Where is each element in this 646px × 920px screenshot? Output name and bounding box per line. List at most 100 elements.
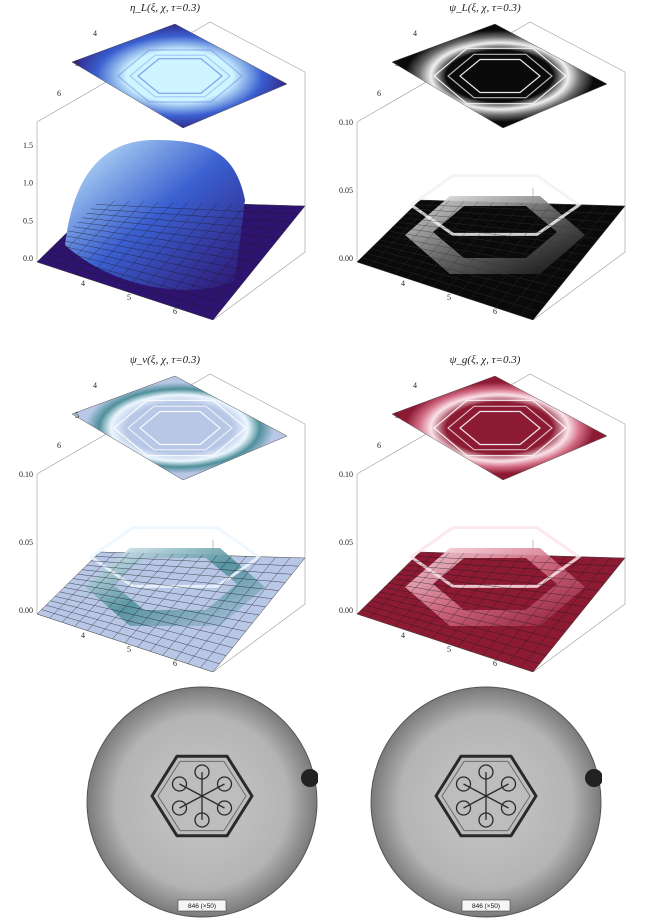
- contour-plane: [391, 375, 608, 481]
- contour-line: [137, 58, 223, 94]
- z-tick-label: 0.10: [339, 470, 353, 479]
- surface-mesh: [36, 526, 306, 672]
- surface-plot-etaL: 0.0 0.5 1.0 1.5 4 5 6 4 5 6: [23, 21, 306, 320]
- mesh-line: [520, 205, 611, 317]
- z-tick-label: 0.00: [19, 606, 33, 615]
- dendrite-lobe: [500, 800, 517, 816]
- mesh-line: [520, 557, 611, 669]
- mesh-line: [495, 204, 582, 308]
- mesh-line: [200, 557, 291, 669]
- contour-plane: [71, 23, 288, 129]
- mesh-line: [81, 217, 279, 239]
- dust-spot: [585, 769, 602, 787]
- mesh-line: [406, 565, 606, 583]
- contour-plane: [391, 23, 608, 129]
- mesh-line: [77, 221, 273, 247]
- mesh-line: [162, 204, 247, 304]
- mesh-line: [149, 203, 232, 300]
- axis-line: [212, 112, 306, 320]
- mesh-line: [124, 202, 203, 292]
- mesh-line: [392, 578, 586, 608]
- mesh-line: [457, 203, 538, 296]
- axis-line: [532, 464, 626, 672]
- y-tick-label: 6: [377, 89, 381, 98]
- contour-line: [459, 58, 541, 94]
- x-tick-label: 5: [127, 293, 131, 302]
- mesh-line: [162, 556, 247, 656]
- z-tick-label: 0.00: [339, 254, 353, 263]
- contour-line: [139, 410, 221, 446]
- mesh-line: [392, 226, 586, 256]
- z-tick-label: 0.00: [339, 606, 353, 615]
- y-tick-label: 5: [75, 411, 79, 420]
- mesh-line: [397, 573, 593, 599]
- photo-label: 846 (×50): [461, 899, 511, 912]
- x-tick-label: 4: [81, 279, 85, 288]
- mesh-line: [72, 578, 266, 608]
- mesh-line: [72, 226, 266, 256]
- mesh-line: [495, 556, 582, 660]
- y-tick-label: 4: [413, 29, 417, 38]
- dendrite-arm: [463, 795, 487, 809]
- axis-line: [532, 112, 626, 320]
- panel-title: ψ_L(ξ, χ, τ=0.3): [449, 2, 521, 14]
- y-tick-label: 4: [93, 29, 97, 38]
- mesh-line: [401, 217, 599, 239]
- axis-line: [209, 21, 306, 112]
- dendrite-lobe: [455, 800, 472, 816]
- z-tick-label: 1.0: [23, 179, 33, 188]
- mesh-line: [90, 560, 292, 575]
- contour-line: [129, 54, 231, 98]
- contour-line: [127, 405, 233, 451]
- inner-pattern: [455, 764, 517, 828]
- mesh-line: [444, 554, 523, 644]
- z-tick-label: 0.05: [339, 186, 353, 195]
- mesh-line: [149, 555, 232, 652]
- z-tick-label: 0.0: [23, 254, 33, 263]
- dendrite-arm: [201, 795, 225, 809]
- dendrite-arm: [179, 783, 203, 797]
- y-tick-label: 4: [413, 381, 417, 390]
- panel-title: η_L(ξ, χ, τ=0.3): [129, 2, 201, 14]
- contour-plane: [71, 375, 288, 481]
- photo-label-text: 846 (×50): [188, 903, 216, 910]
- inner-pattern: [171, 764, 233, 828]
- x-tick-label: 6: [493, 307, 497, 316]
- y-tick-label: 4: [93, 381, 97, 390]
- x-tick-label: 6: [173, 659, 177, 668]
- mesh-line: [77, 573, 273, 599]
- mesh-line: [137, 203, 218, 296]
- y-tick-label: 5: [395, 59, 399, 68]
- x-tick-label: 4: [401, 631, 405, 640]
- x-tick-label: 5: [127, 645, 131, 654]
- mesh-line: [401, 569, 599, 591]
- mesh-line: [469, 555, 552, 652]
- dendrite-lobe: [171, 776, 188, 792]
- mesh-line: [81, 569, 279, 591]
- x-tick-label: 6: [493, 659, 497, 668]
- panel-psiL: ψ_L(ξ, χ, τ=0.3) 0.00 0.05 0.10 4 5 6 4 5 6: [325, 0, 645, 320]
- mesh-line: [507, 204, 596, 312]
- x-tick-label: 5: [447, 293, 451, 302]
- panel-title: ψ_g(ξ, χ, τ=0.3): [449, 354, 521, 366]
- contour-line: [113, 399, 247, 457]
- mesh-line: [187, 204, 276, 312]
- contour-line: [117, 49, 243, 103]
- mesh-line: [95, 556, 299, 567]
- dendrite-arm: [485, 783, 509, 797]
- axis-line: [212, 464, 306, 672]
- dendrite-lobe: [171, 800, 188, 816]
- axis-line: [529, 21, 626, 112]
- surface-plot-psiv: 0.00 0.05 0.10 4 5 6 4 5 6: [19, 373, 306, 672]
- contour-line: [447, 405, 553, 451]
- y-tick-label: 6: [377, 441, 381, 450]
- mesh-line: [187, 556, 276, 664]
- axis-line: [209, 373, 306, 464]
- inner-rim: [441, 760, 531, 832]
- dendrite-lobe: [500, 776, 517, 792]
- mesh-line: [95, 204, 299, 215]
- dendrite-lobe: [216, 800, 233, 816]
- z-tick-label: 0.5: [23, 216, 33, 225]
- photo-right: 846 (×50): [370, 686, 602, 918]
- mesh-line: [90, 208, 292, 223]
